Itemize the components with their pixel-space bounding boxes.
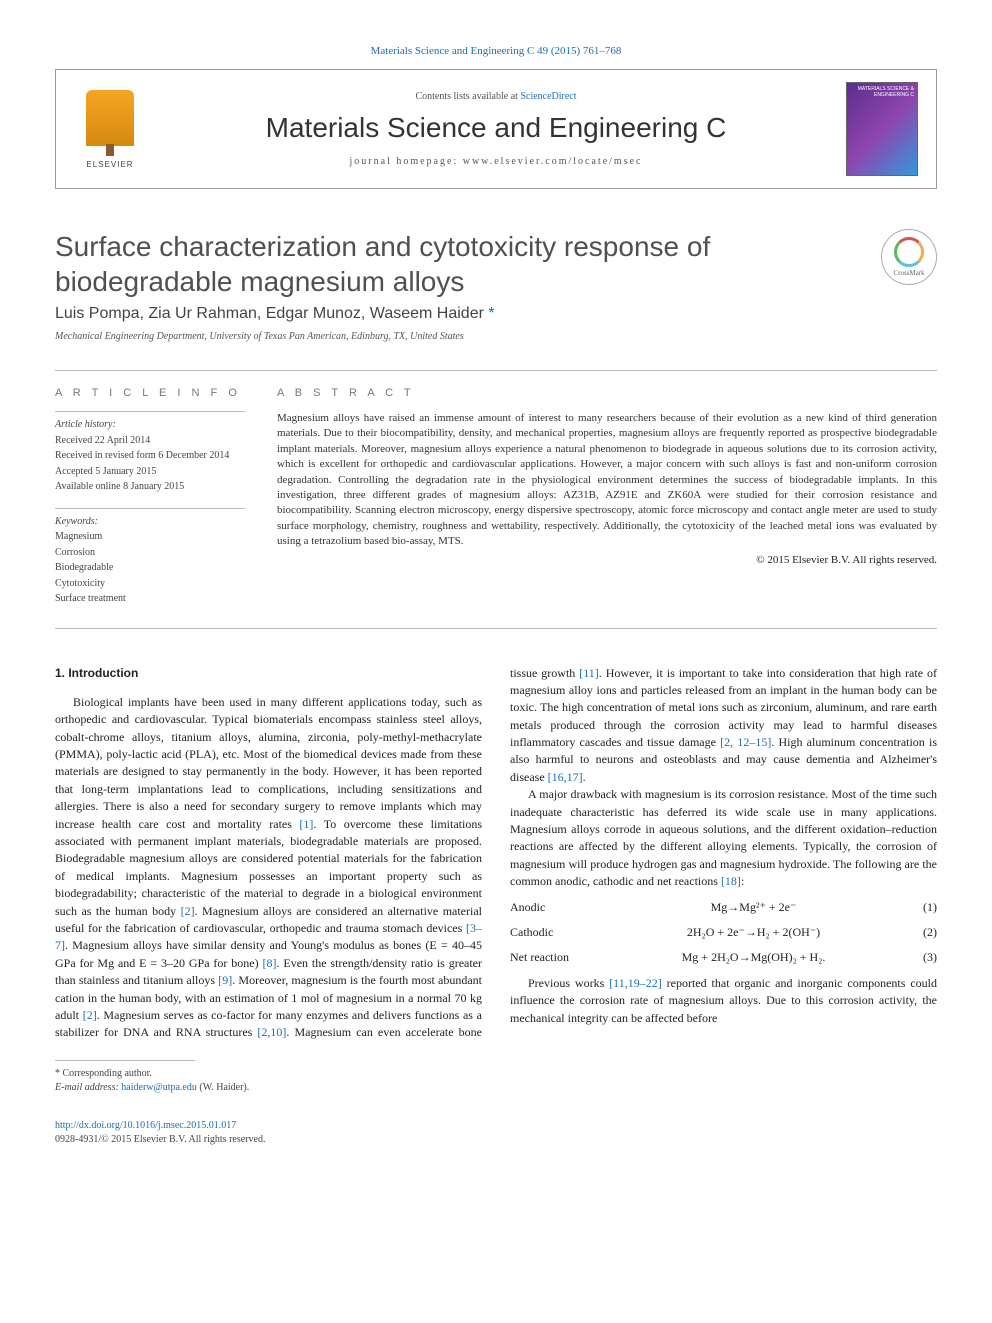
info-rule-1 <box>55 411 245 412</box>
section-heading-1: 1. Introduction <box>55 665 482 682</box>
crossmark-badge[interactable]: CrossMark <box>881 229 937 285</box>
citation-ref[interactable]: [2,10] <box>257 1025 286 1039</box>
corresponding-author-note: * Corresponding author. <box>55 1067 937 1081</box>
crossmark-icon <box>894 237 924 267</box>
keyword: Corrosion <box>55 546 245 560</box>
cover-thumb-text: MATERIALS SCIENCE & ENGINEERING C <box>847 83 917 101</box>
info-rule-2 <box>55 508 245 509</box>
article-info-column: A R T I C L E I N F O Article history: R… <box>55 387 245 608</box>
elsevier-tree-icon <box>86 90 134 146</box>
email-link[interactable]: haiderw@utpa.edu <box>121 1082 197 1093</box>
equation-2: Cathodic 2H₂O + 2e⁻→H₂ + 2(OH⁻) (2) <box>510 924 937 941</box>
citation-ref[interactable]: [18] <box>721 874 741 888</box>
abstract-column: A B S T R A C T Magnesium alloys have ra… <box>277 387 937 608</box>
eq-number: (2) <box>907 924 937 941</box>
citation-ref[interactable]: [8] <box>262 956 276 970</box>
page-footer: http://dx.doi.org/10.1016/j.msec.2015.01… <box>55 1119 937 1147</box>
citation-link[interactable]: Materials Science and Engineering C 49 (… <box>371 45 622 57</box>
history-received: Received 22 April 2014 <box>55 434 245 448</box>
keyword: Biodegradable <box>55 561 245 575</box>
eq-label: Anodic <box>510 899 600 916</box>
elsevier-logo: ELSEVIER <box>74 88 146 170</box>
affiliation: Mechanical Engineering Department, Unive… <box>55 331 937 342</box>
email-attribution: (W. Haider). <box>197 1082 249 1093</box>
keyword: Cytotoxicity <box>55 577 245 591</box>
authors-line: Luis Pompa, Zia Ur Rahman, Edgar Munoz, … <box>55 305 937 323</box>
footnote-block: * Corresponding author. E-mail address: … <box>55 1067 937 1095</box>
citation-ref[interactable]: [1] <box>299 817 313 831</box>
contents-available-line: Contents lists available at ScienceDirec… <box>164 91 828 102</box>
article-history-label: Article history: <box>55 419 116 430</box>
history-revised: Received in revised form 6 December 2014 <box>55 449 245 463</box>
sciencedirect-link[interactable]: ScienceDirect <box>520 91 576 102</box>
citation-ref[interactable]: [11] <box>579 666 599 680</box>
journal-homepage-url[interactable]: www.elsevier.com/locate/msec <box>463 156 643 167</box>
equation-1: Anodic Mg→Mg²⁺ + 2e⁻ (1) <box>510 899 937 916</box>
keywords-label: Keywords: <box>55 516 98 527</box>
corresponding-mark: * <box>488 305 494 322</box>
eq-label: Net reaction <box>510 949 600 966</box>
abstract-text: Magnesium alloys have raised an immense … <box>277 411 937 550</box>
article-title: Surface characterization and cytotoxicit… <box>55 229 861 299</box>
elsevier-label: ELSEVIER <box>86 160 133 169</box>
keyword: Surface treatment <box>55 592 245 606</box>
journal-header-box: ELSEVIER Contents lists available at Sci… <box>55 69 937 189</box>
footnote-rule <box>55 1060 195 1061</box>
eq-formula: Mg→Mg²⁺ + 2e⁻ <box>600 899 907 916</box>
journal-homepage-line: journal homepage: www.elsevier.com/locat… <box>164 156 828 167</box>
body-paragraph: A major drawback with magnesium is its c… <box>510 786 937 890</box>
citation-ref[interactable]: [9] <box>218 973 232 987</box>
citation-ref[interactable]: [16,17] <box>548 770 583 784</box>
keyword: Magnesium <box>55 530 245 544</box>
citation-ref[interactable]: [2] <box>181 904 195 918</box>
citation-ref[interactable]: [2, 12–15] <box>720 735 771 749</box>
eq-number: (1) <box>907 899 937 916</box>
article-info-heading: A R T I C L E I N F O <box>55 387 245 399</box>
eq-formula: 2H₂O + 2e⁻→H₂ + 2(OH⁻) <box>600 924 907 941</box>
citation-ref[interactable]: [11,19–22] <box>609 976 662 990</box>
journal-name: Materials Science and Engineering C <box>164 112 828 144</box>
doi-link[interactable]: http://dx.doi.org/10.1016/j.msec.2015.01… <box>55 1120 236 1131</box>
history-accepted: Accepted 5 January 2015 <box>55 465 245 479</box>
email-label: E-mail address: <box>55 1082 121 1093</box>
journal-cover-thumbnail: MATERIALS SCIENCE & ENGINEERING C <box>846 82 918 176</box>
body-two-column: 1. Introduction Biological implants have… <box>55 665 937 1042</box>
abstract-heading: A B S T R A C T <box>277 387 937 399</box>
equation-3: Net reaction Mg + 2H₂O→Mg(OH)₂ + H₂. (3) <box>510 949 937 966</box>
rule-bottom <box>55 628 937 629</box>
eq-formula: Mg + 2H₂O→Mg(OH)₂ + H₂. <box>600 949 907 966</box>
history-online: Available online 8 January 2015 <box>55 480 245 494</box>
crossmark-label: CrossMark <box>893 269 924 277</box>
citation-line: Materials Science and Engineering C 49 (… <box>55 45 937 57</box>
abstract-copyright: © 2015 Elsevier B.V. All rights reserved… <box>277 554 937 566</box>
eq-number: (3) <box>907 949 937 966</box>
body-paragraph: Previous works [11,19–22] reported that … <box>510 975 937 1027</box>
eq-label: Cathodic <box>510 924 600 941</box>
citation-ref[interactable]: [2] <box>83 1008 97 1022</box>
issn-copyright: 0928-4931/© 2015 Elsevier B.V. All right… <box>55 1133 937 1147</box>
